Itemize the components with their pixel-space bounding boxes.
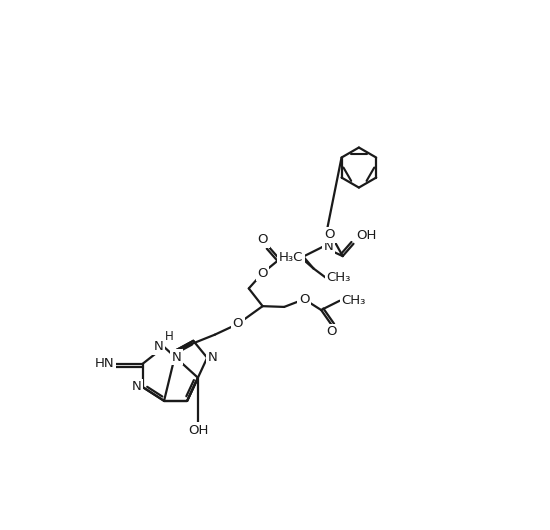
Text: N: N [208, 351, 218, 364]
Text: H: H [165, 330, 174, 343]
Text: CH₃: CH₃ [327, 271, 351, 284]
Text: N: N [132, 381, 142, 393]
Text: HN: HN [95, 357, 115, 370]
Text: O: O [233, 317, 243, 330]
Text: O: O [299, 293, 310, 306]
Text: O: O [324, 228, 335, 242]
Text: O: O [327, 325, 337, 338]
Text: H₃C: H₃C [279, 251, 304, 264]
Text: N: N [172, 351, 182, 364]
Text: CH₃: CH₃ [341, 294, 366, 307]
Text: OH: OH [188, 424, 208, 437]
Text: O: O [257, 233, 268, 246]
Text: OH: OH [356, 229, 377, 242]
Text: O: O [257, 267, 268, 279]
Text: N: N [323, 241, 333, 253]
Text: N: N [153, 340, 163, 354]
